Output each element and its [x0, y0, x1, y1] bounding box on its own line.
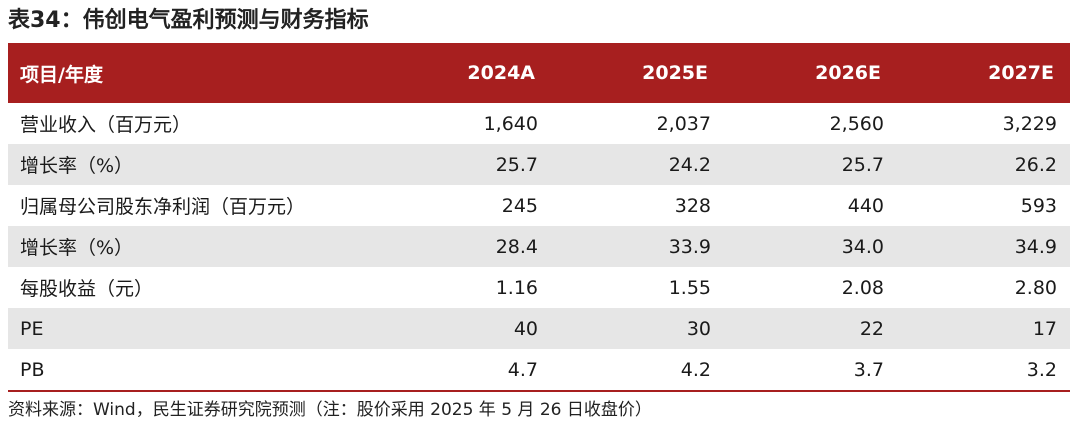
cell-value: 28.4	[495, 235, 538, 258]
cell-value: 440	[847, 194, 884, 217]
cell-value: 1,640	[483, 112, 538, 135]
cell-value: 1.55	[668, 276, 711, 299]
row-label: 增长率（%）	[20, 155, 134, 177]
header-cell-2025e: 2025E	[642, 62, 708, 84]
cell-value: 3.2	[1026, 358, 1057, 381]
table-row-eps: 每股收益（元） 1.16 1.55 2.08 2.80	[8, 267, 1070, 308]
cell-value: 33.9	[668, 235, 711, 258]
table-row-pe: PE 40 30 22 17	[8, 308, 1070, 349]
table-row-pb: PB 4.7 4.2 3.7 3.2	[8, 349, 1070, 392]
cell-value: 34.9	[1014, 235, 1057, 258]
row-label: 归属母公司股东净利润（百万元）	[20, 196, 306, 218]
header-cell-2026e: 2026E	[815, 62, 881, 84]
cell-value: 3,229	[1002, 112, 1057, 135]
cell-value: 1.16	[495, 276, 538, 299]
header-cell-2027e: 2027E	[988, 62, 1054, 84]
cell-value: 2,037	[656, 112, 711, 135]
cell-value: 34.0	[841, 235, 884, 258]
financial-forecast-table: 项目/年度 2024A 2025E 2026E 2027E 营业收入（百万元） …	[8, 43, 1070, 392]
table-row-revenue-growth: 增长率（%） 25.7 24.2 25.7 26.2	[8, 144, 1070, 185]
cell-value: 2,560	[829, 112, 884, 135]
table-header-row: 项目/年度 2024A 2025E 2026E 2027E	[8, 43, 1070, 103]
cell-value: 593	[1020, 194, 1057, 217]
cell-value: 17	[1032, 317, 1057, 340]
table-title: 表34：伟创电气盈利预测与财务指标	[8, 8, 369, 33]
row-label: 每股收益（元）	[20, 278, 154, 300]
cell-value: 40	[513, 317, 538, 340]
cell-value: 25.7	[841, 153, 884, 176]
cell-value: 245	[501, 194, 538, 217]
row-label: 增长率（%）	[20, 237, 134, 259]
row-label: PB	[20, 358, 45, 381]
cell-value: 4.7	[507, 358, 538, 381]
table-row-revenue: 营业收入（百万元） 1,640 2,037 2,560 3,229	[8, 103, 1070, 144]
table-row-net-profit: 归属母公司股东净利润（百万元） 245 328 440 593	[8, 185, 1070, 226]
table-row-profit-growth: 增长率（%） 28.4 33.9 34.0 34.9	[8, 226, 1070, 267]
row-label: 营业收入（百万元）	[20, 114, 192, 136]
cell-value: 3.7	[853, 358, 884, 381]
cell-value: 30	[686, 317, 711, 340]
cell-value: 2.08	[841, 276, 884, 299]
source-footnote: 资料来源：Wind，民生证券研究院预测（注：股价采用 2025 年 5 月 26…	[8, 400, 652, 420]
cell-value: 2.80	[1014, 276, 1057, 299]
cell-value: 4.2	[680, 358, 711, 381]
cell-value: 25.7	[495, 153, 538, 176]
header-cell-2024a: 2024A	[467, 62, 535, 84]
cell-value: 22	[859, 317, 884, 340]
cell-value: 26.2	[1014, 153, 1057, 176]
header-cell-item-year: 项目/年度	[20, 63, 103, 86]
cell-value: 328	[674, 194, 711, 217]
row-label: PE	[20, 317, 44, 340]
cell-value: 24.2	[668, 153, 711, 176]
